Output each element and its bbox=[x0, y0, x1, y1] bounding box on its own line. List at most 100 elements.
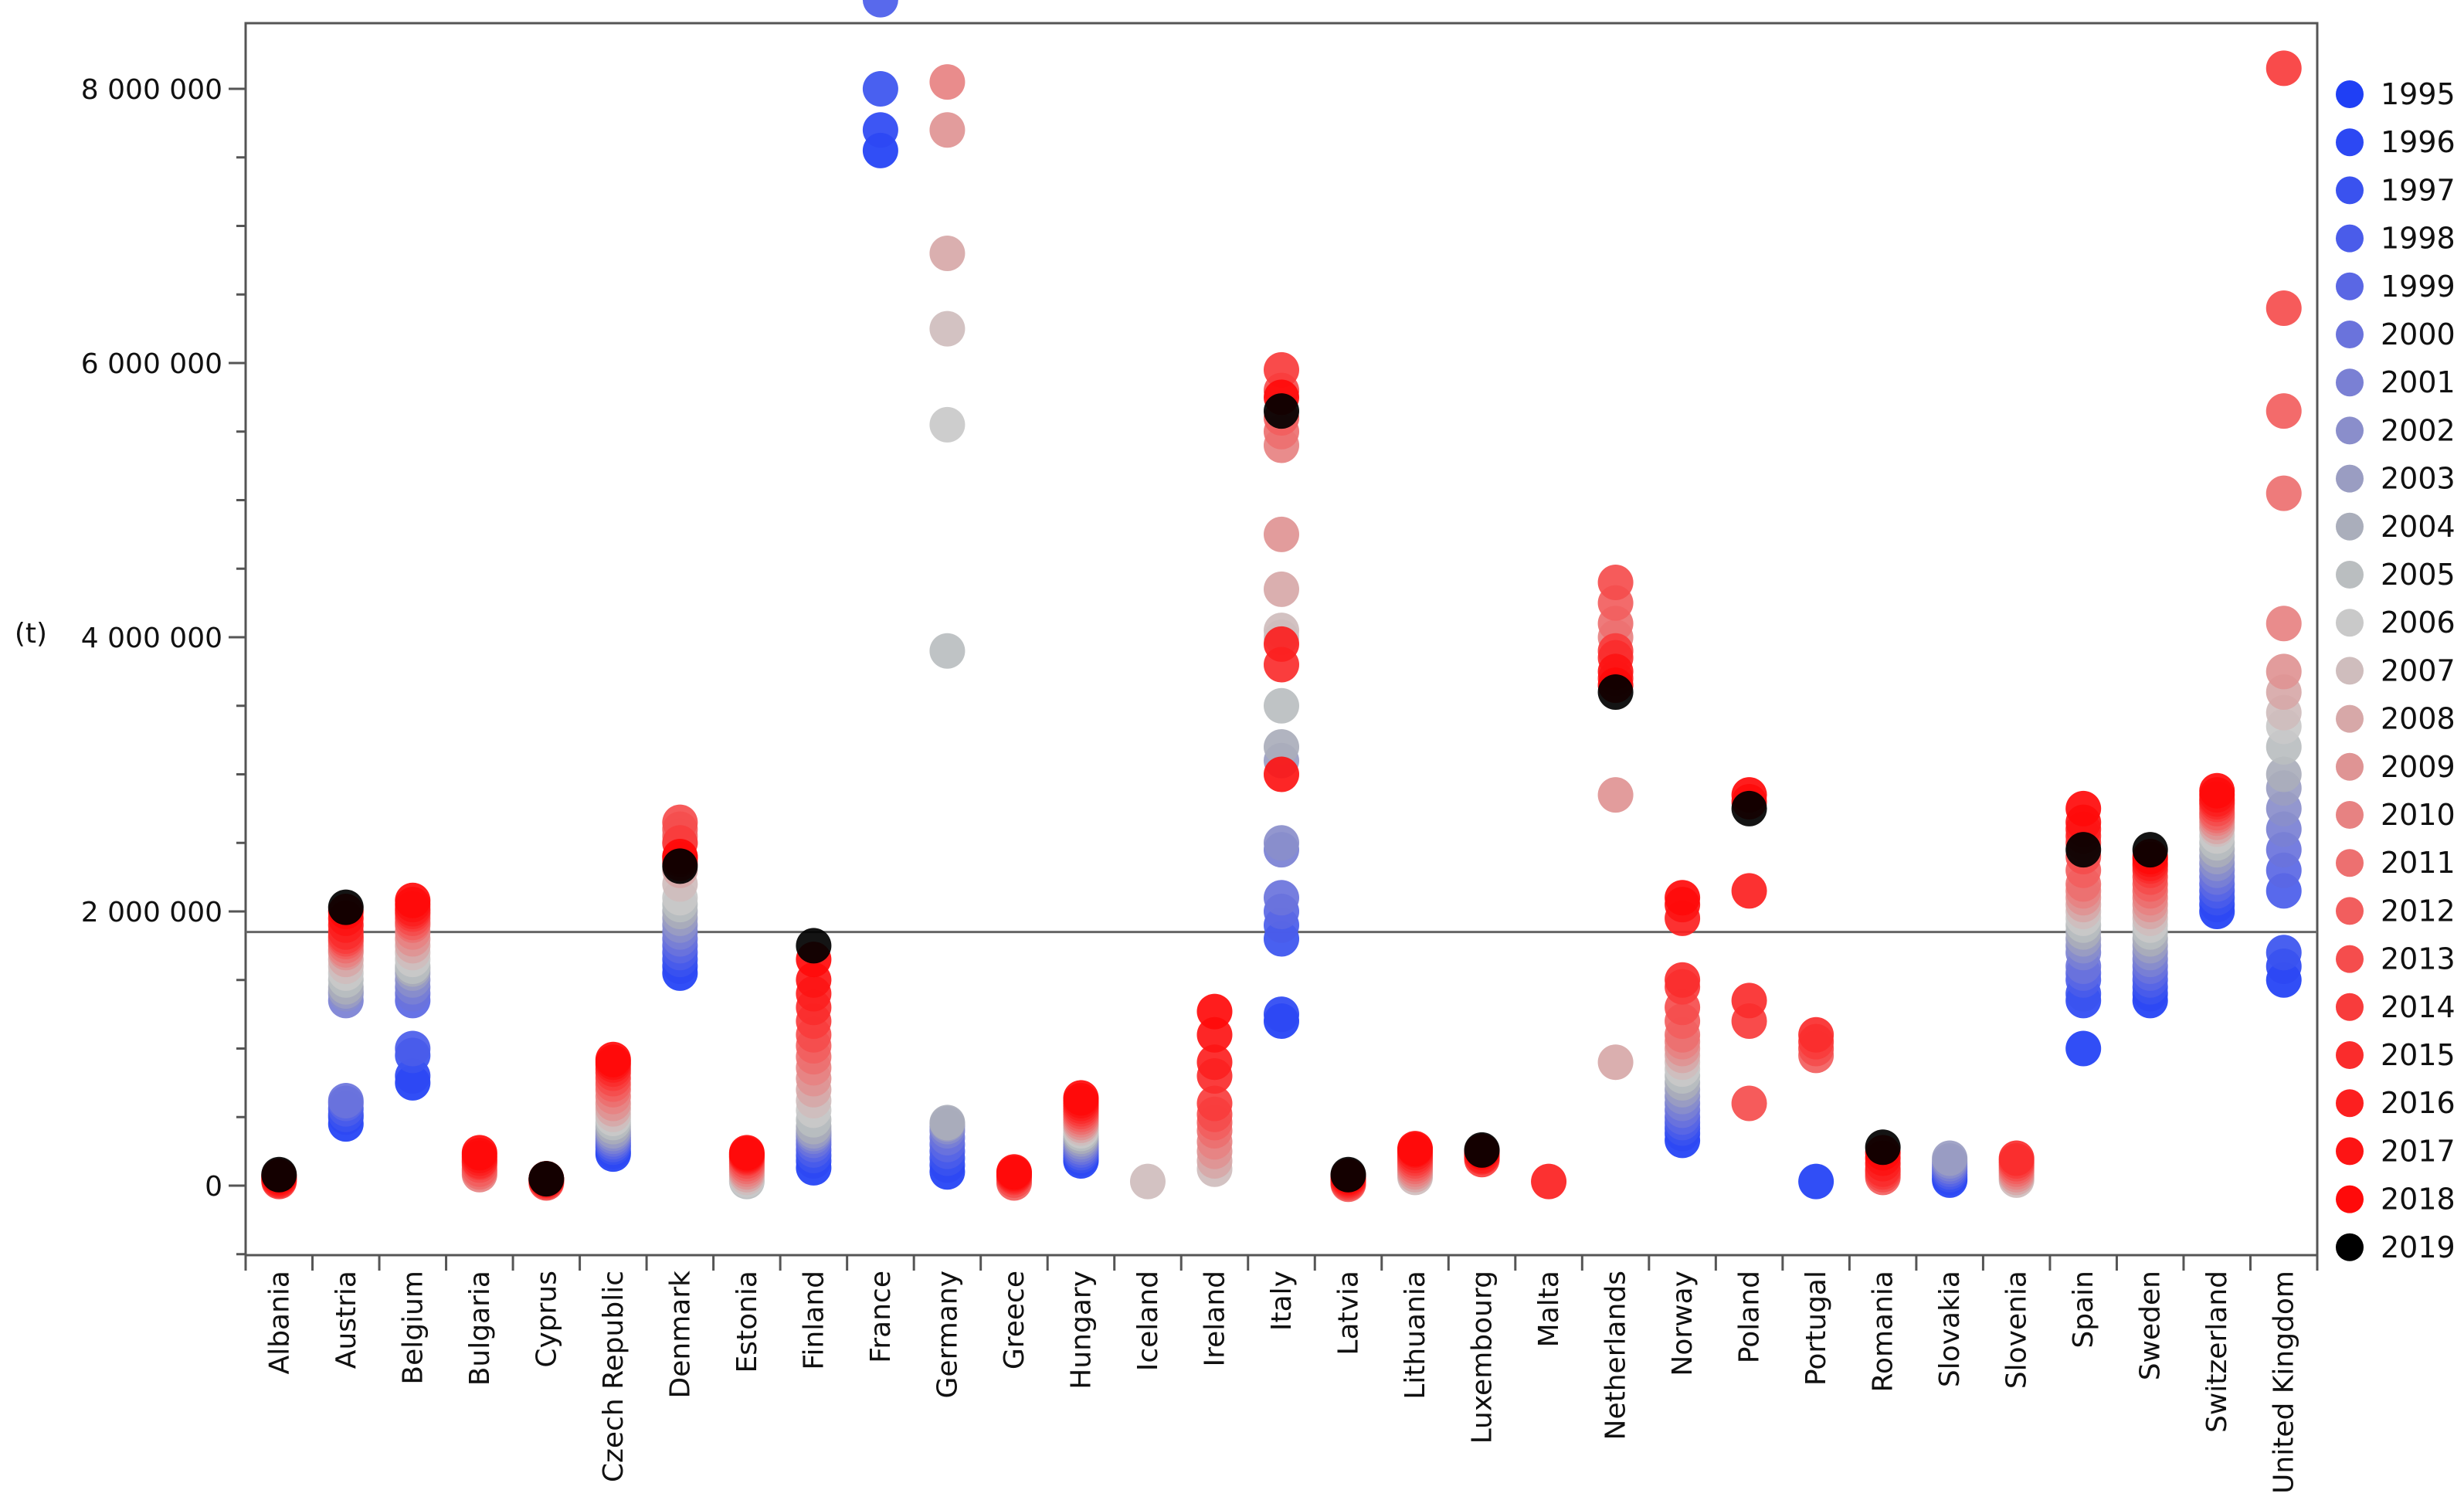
x-tick-label: Germany bbox=[932, 1271, 963, 1398]
legend-label: 2009 bbox=[2381, 750, 2456, 784]
data-point bbox=[2065, 832, 2102, 868]
legend-marker bbox=[2336, 993, 2364, 1021]
legend-label: 2008 bbox=[2381, 702, 2456, 736]
plot-border bbox=[244, 22, 2319, 1257]
legend-label: 2014 bbox=[2381, 990, 2456, 1024]
data-point bbox=[261, 1156, 297, 1193]
x-tick-label: Norway bbox=[1667, 1271, 1699, 1376]
data-point bbox=[1264, 687, 1299, 724]
x-tick-label: Cyprus bbox=[531, 1271, 562, 1368]
x-axis: Albania Austria Belgium Bulgaria Cyprus Czech… bbox=[244, 1255, 2319, 1494]
data-point bbox=[1196, 1044, 1233, 1081]
legend-label: 2005 bbox=[2381, 558, 2456, 592]
legend-marker bbox=[2336, 561, 2364, 589]
data-point bbox=[2199, 772, 2235, 809]
data-point bbox=[1932, 1140, 1968, 1176]
data-point bbox=[2265, 393, 2302, 429]
legend-marker bbox=[2336, 272, 2364, 300]
legend-label: 2001 bbox=[2381, 365, 2456, 399]
legend-label: 2006 bbox=[2381, 606, 2456, 640]
data-point bbox=[328, 1082, 364, 1118]
data-point bbox=[1731, 1085, 1767, 1122]
legend-marker bbox=[2336, 321, 2364, 348]
legend-marker bbox=[2336, 176, 2364, 205]
x-tick-label: Lithuania bbox=[1400, 1271, 1431, 1400]
legend-marker bbox=[2336, 1185, 2364, 1213]
data-point bbox=[1330, 1156, 1366, 1193]
data-point bbox=[662, 848, 698, 884]
y-tick-label: 6 000 000 bbox=[81, 348, 222, 380]
y-tick-label: 0 bbox=[205, 1171, 222, 1203]
data-point bbox=[1597, 777, 1634, 813]
legend-marker bbox=[2336, 128, 2364, 157]
y-tick-label: 2 000 000 bbox=[81, 897, 222, 928]
legend-label: 2017 bbox=[2381, 1134, 2456, 1168]
legend-label: 2018 bbox=[2381, 1183, 2456, 1217]
data-point bbox=[1397, 1131, 1434, 1167]
data-point bbox=[929, 1105, 966, 1141]
data-point bbox=[2265, 756, 2302, 792]
data-point bbox=[796, 928, 832, 964]
y-tick-label: 4 000 000 bbox=[81, 623, 222, 654]
data-point bbox=[929, 64, 966, 100]
data-points bbox=[261, 0, 2302, 1203]
legend-label: 1999 bbox=[2381, 270, 2456, 304]
data-point bbox=[328, 889, 364, 925]
legend-label: 2015 bbox=[2381, 1038, 2456, 1072]
data-point bbox=[2132, 832, 2168, 868]
data-point bbox=[1597, 1044, 1634, 1081]
x-tick-label: France bbox=[865, 1271, 897, 1363]
x-tick-label: United Kingdom bbox=[2269, 1271, 2300, 1494]
data-point bbox=[1063, 1080, 1099, 1116]
legend-marker bbox=[2336, 464, 2364, 493]
legend-marker bbox=[2336, 657, 2364, 685]
legend-marker bbox=[2336, 704, 2364, 733]
x-tick-label: Ireland bbox=[1199, 1271, 1230, 1367]
data-point bbox=[1464, 1132, 1500, 1168]
y-axis-label: (t) bbox=[15, 618, 47, 650]
legend-marker bbox=[2336, 1233, 2364, 1261]
x-tick-label: Netherlands bbox=[1600, 1271, 1632, 1440]
x-tick-label: Slovenia bbox=[2001, 1271, 2033, 1389]
legend-marker bbox=[2336, 897, 2364, 925]
data-point bbox=[1264, 393, 1299, 429]
data-point bbox=[2265, 475, 2302, 511]
x-tick-label: Luxembourg bbox=[1467, 1271, 1498, 1444]
data-point bbox=[1665, 962, 1701, 998]
data-point bbox=[1264, 571, 1299, 607]
legend-marker bbox=[2336, 609, 2364, 637]
legend-label: 2013 bbox=[2381, 942, 2456, 976]
x-tick-label: Estonia bbox=[731, 1271, 763, 1373]
data-point bbox=[1264, 825, 1299, 861]
x-tick-label: Hungary bbox=[1065, 1271, 1097, 1390]
legend: 1995 1996 1997 1998 1999 2000 2001 2002 2003 2004… bbox=[2336, 77, 2456, 1264]
data-point bbox=[2265, 290, 2302, 326]
y-tick-label: 8 000 000 bbox=[81, 74, 222, 106]
data-point bbox=[1597, 674, 1634, 710]
data-point bbox=[1264, 729, 1299, 765]
legend-label: 2012 bbox=[2381, 894, 2456, 928]
x-tick-label: Iceland bbox=[1132, 1271, 1164, 1371]
x-tick-label: Belgium bbox=[397, 1271, 429, 1385]
data-point bbox=[2065, 790, 2102, 826]
legend-marker bbox=[2336, 849, 2364, 877]
data-point bbox=[528, 1161, 565, 1197]
legend-label: 1996 bbox=[2381, 125, 2456, 159]
data-point bbox=[1665, 880, 1701, 916]
legend-marker bbox=[2336, 416, 2364, 445]
data-point bbox=[1597, 565, 1634, 600]
data-point bbox=[862, 0, 898, 18]
data-point bbox=[2265, 935, 2302, 971]
data-point bbox=[2265, 50, 2302, 87]
x-tick-label: Greece bbox=[999, 1271, 1030, 1369]
legend-label: 1998 bbox=[2381, 222, 2456, 256]
x-tick-label: Slovakia bbox=[1934, 1271, 1966, 1387]
data-point bbox=[595, 1041, 631, 1077]
data-point bbox=[929, 633, 966, 669]
legend-label: 2007 bbox=[2381, 653, 2456, 687]
data-point bbox=[2065, 1030, 2102, 1067]
legend-marker bbox=[2336, 224, 2364, 253]
x-tick-label: Portugal bbox=[1800, 1271, 1832, 1386]
data-point bbox=[1264, 516, 1299, 552]
